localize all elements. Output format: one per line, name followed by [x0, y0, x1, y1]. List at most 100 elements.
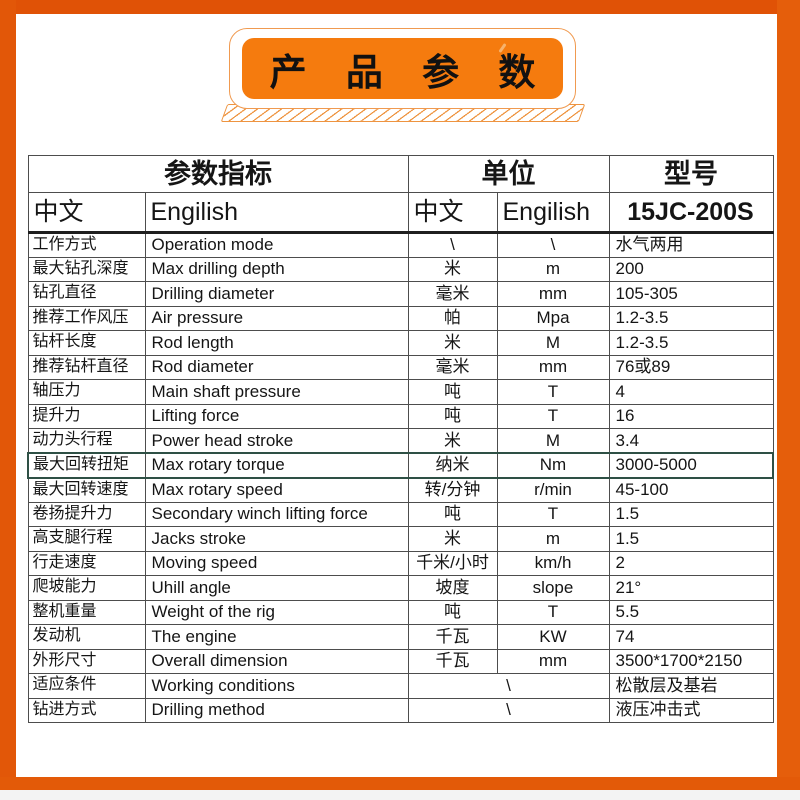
frame-bar-top [0, 0, 800, 14]
param-en-cell: Rod diameter [144, 354, 409, 380]
header-group-param: 参数指标 [27, 155, 409, 193]
param-cn-cell: 外形尺寸 [27, 648, 146, 674]
value-cell: 3.4 [608, 428, 774, 454]
value-cell: 1.5 [608, 526, 774, 552]
unit-cn-cell: 千瓦 [407, 648, 498, 674]
table-row: 行走速度 Moving speed 千米/小时 km/h 2 [27, 550, 774, 576]
param-en-cell: Moving speed [144, 550, 409, 576]
table-row: 钻孔直径 Drilling diameter 毫米 mm 105-305 [27, 281, 774, 307]
value-cell: 76或89 [608, 354, 774, 380]
table-row: 最大钻孔深度 Max drilling depth 米 m 200 [27, 256, 774, 282]
param-en-cell: Air pressure [144, 305, 409, 331]
unit-en-cell: r/min [496, 477, 610, 503]
header-sub-row: 中文 Engilish 中文 Engilish 15JC-200S [27, 192, 774, 234]
unit-cn-cell: 米 [407, 330, 498, 356]
param-cn-cell: 发动机 [27, 624, 146, 650]
param-cn-cell: 最大回转速度 [27, 477, 146, 503]
value-cell: 45-100 [608, 477, 774, 503]
page-title: 产 品 参 数 [269, 52, 551, 94]
param-cn-cell: 最大回转扭矩 [27, 452, 146, 479]
spec-table-container: 参数指标 单位 型号 中文 Engilish 中文 Engilish 15JC-… [27, 155, 774, 723]
unit-cn-cell: 帕 [407, 305, 498, 331]
unit-cn-cell: 米 [407, 526, 498, 552]
unit-merged-cell: \ [407, 673, 610, 699]
param-cn-cell: 整机重量 [27, 599, 146, 625]
frame-bar-left [0, 0, 16, 790]
value-cell: 105-305 [608, 281, 774, 307]
table-row: 卷扬提升力 Secondary winch lifting force 吨 T 1.5 [27, 501, 774, 527]
table-row: 工作方式 Operation mode \ \ 水气两用 [27, 232, 774, 258]
unit-cn-cell: 米 [407, 428, 498, 454]
table-row: 适应条件 Working conditions \ 松散层及基岩 [27, 673, 774, 699]
unit-cn-cell: \ [407, 232, 498, 258]
unit-en-cell: m [496, 526, 610, 552]
value-cell: 3500*1700*2150 [608, 648, 774, 674]
table-row: 爬坡能力 Uhill angle 坡度 slope 21° [27, 575, 774, 601]
value-cell: 1.2-3.5 [608, 330, 774, 356]
unit-en-cell: KW [496, 624, 610, 650]
table-row: 推荐工作风压 Air pressure 帕 Mpa 1.2-3.5 [27, 305, 774, 331]
table-row: 动力头行程 Power head stroke 米 M 3.4 [27, 428, 774, 454]
unit-cn-cell: 米 [407, 256, 498, 282]
bottom-strip [0, 790, 800, 800]
value-cell: 3000-5000 [608, 452, 774, 479]
param-cn-cell: 钻进方式 [27, 697, 146, 723]
unit-en-cell: T [496, 379, 610, 405]
unit-en-cell: km/h [496, 550, 610, 576]
unit-cn-cell: 坡度 [407, 575, 498, 601]
unit-cn-cell: 千瓦 [407, 624, 498, 650]
value-cell: 松散层及基岩 [608, 673, 774, 699]
param-cn-cell: 爬坡能力 [27, 575, 146, 601]
header-group-unit: 单位 [407, 155, 610, 193]
param-cn-cell: 工作方式 [27, 232, 146, 258]
table-row: 推荐钻杆直径 Rod diameter 毫米 mm 76或89 [27, 354, 774, 380]
param-en-cell: Overall dimension [144, 648, 409, 674]
value-cell: 液压冲击式 [608, 697, 774, 723]
table-row: 提升力 Lifting force 吨 T 16 [27, 403, 774, 429]
value-cell: 水气两用 [608, 232, 774, 258]
table-row: 最大回转速度 Max rotary speed 转/分钟 r/min 45-100 [27, 477, 774, 503]
unit-en-cell: T [496, 599, 610, 625]
header-unit-en: Engilish [496, 192, 610, 234]
param-en-cell: Weight of the rig [144, 599, 409, 625]
table-row: 轴压力 Main shaft pressure 吨 T 4 [27, 379, 774, 405]
unit-en-cell: m [496, 256, 610, 282]
unit-en-cell: Mpa [496, 305, 610, 331]
param-en-cell: Working conditions [144, 673, 409, 699]
param-cn-cell: 钻杆长度 [27, 330, 146, 356]
param-en-cell: Drilling diameter [144, 281, 409, 307]
unit-en-cell: slope [496, 575, 610, 601]
param-en-cell: Operation mode [144, 232, 409, 258]
unit-cn-cell: 毫米 [407, 281, 498, 307]
param-cn-cell: 动力头行程 [27, 428, 146, 454]
unit-cn-cell: 纳米 [407, 452, 498, 479]
unit-en-cell: T [496, 403, 610, 429]
unit-en-cell: mm [496, 648, 610, 674]
value-cell: 200 [608, 256, 774, 282]
unit-en-cell: M [496, 330, 610, 356]
param-en-cell: Max rotary speed [144, 477, 409, 503]
header-group-model: 型号 [608, 155, 774, 193]
unit-en-cell: mm [496, 281, 610, 307]
unit-cn-cell: 千米/小时 [407, 550, 498, 576]
value-cell: 74 [608, 624, 774, 650]
value-cell: 16 [608, 403, 774, 429]
param-cn-cell: 推荐钻杆直径 [27, 354, 146, 380]
unit-cn-cell: 吨 [407, 501, 498, 527]
unit-en-cell: M [496, 428, 610, 454]
param-cn-cell: 钻孔直径 [27, 281, 146, 307]
unit-cn-cell: 吨 [407, 599, 498, 625]
unit-cn-cell: 毫米 [407, 354, 498, 380]
table-row: 外形尺寸 Overall dimension 千瓦 mm 3500*1700*2150 [27, 648, 774, 674]
param-en-cell: The engine [144, 624, 409, 650]
unit-en-cell: \ [496, 232, 610, 258]
param-cn-cell: 提升力 [27, 403, 146, 429]
value-cell: 1.2-3.5 [608, 305, 774, 331]
unit-cn-cell: 吨 [407, 379, 498, 405]
table-body: 工作方式 Operation mode \ \ 水气两用 最大钻孔深度 Max drilli… [27, 232, 774, 723]
value-cell: 5.5 [608, 599, 774, 625]
param-en-cell: Main shaft pressure [144, 379, 409, 405]
param-en-cell: Drilling method [144, 697, 409, 723]
table-row: 高支腿行程 Jacks stroke 米 m 1.5 [27, 526, 774, 552]
table-row: 钻进方式 Drilling method \ 液压冲击式 [27, 697, 774, 723]
